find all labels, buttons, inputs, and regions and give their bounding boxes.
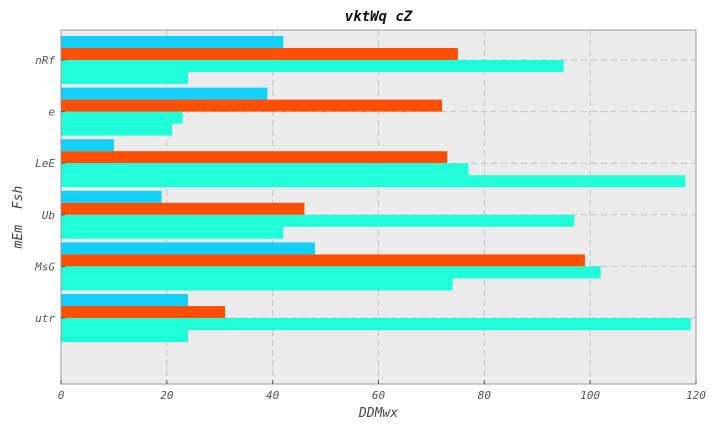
y-tick-label: e [48, 106, 55, 119]
chart-title: vktWq cZ [345, 9, 413, 25]
y-tick-label: Ub [42, 209, 55, 222]
x-tick-label: 20 [160, 389, 174, 402]
x-axis-label: DDMwx [358, 406, 398, 421]
bar [61, 266, 601, 279]
bar [61, 99, 442, 112]
y-tick-label: LeE [35, 157, 55, 170]
bar [61, 123, 173, 136]
bar [61, 48, 458, 60]
y-tick-label: nRf [35, 54, 55, 67]
y-axis-label: mEm Fsh [11, 186, 26, 250]
x-tick-label: 40 [266, 389, 280, 402]
x-tick-label: 100 [580, 389, 600, 402]
x-tick-label: 0 [58, 389, 65, 402]
bars [61, 36, 691, 342]
bar [61, 139, 114, 152]
bar [61, 111, 183, 124]
bar [61, 72, 188, 84]
bar [61, 214, 575, 227]
x-tick-label: 60 [372, 389, 386, 402]
bar [61, 306, 226, 318]
bar [61, 278, 453, 291]
bar [61, 60, 564, 72]
bar [61, 163, 469, 176]
bar [61, 190, 162, 203]
bar [61, 254, 585, 267]
y-tick-label: utr [35, 312, 55, 325]
y-tick-label: MsG [34, 260, 55, 273]
x-tick-label: 120 [686, 389, 706, 402]
bar [61, 294, 188, 306]
bar [61, 242, 315, 255]
bar [61, 36, 284, 48]
bar [61, 226, 284, 239]
x-tick-label: 80 [478, 389, 492, 402]
ticks: 0 20 40 60 80 100 120 nRf e LeE Ub MsG utr [34, 54, 706, 402]
bar [61, 87, 268, 100]
bar [61, 318, 691, 330]
bar [61, 330, 188, 342]
bar [61, 202, 305, 215]
bar [61, 175, 686, 188]
bar [61, 151, 448, 164]
